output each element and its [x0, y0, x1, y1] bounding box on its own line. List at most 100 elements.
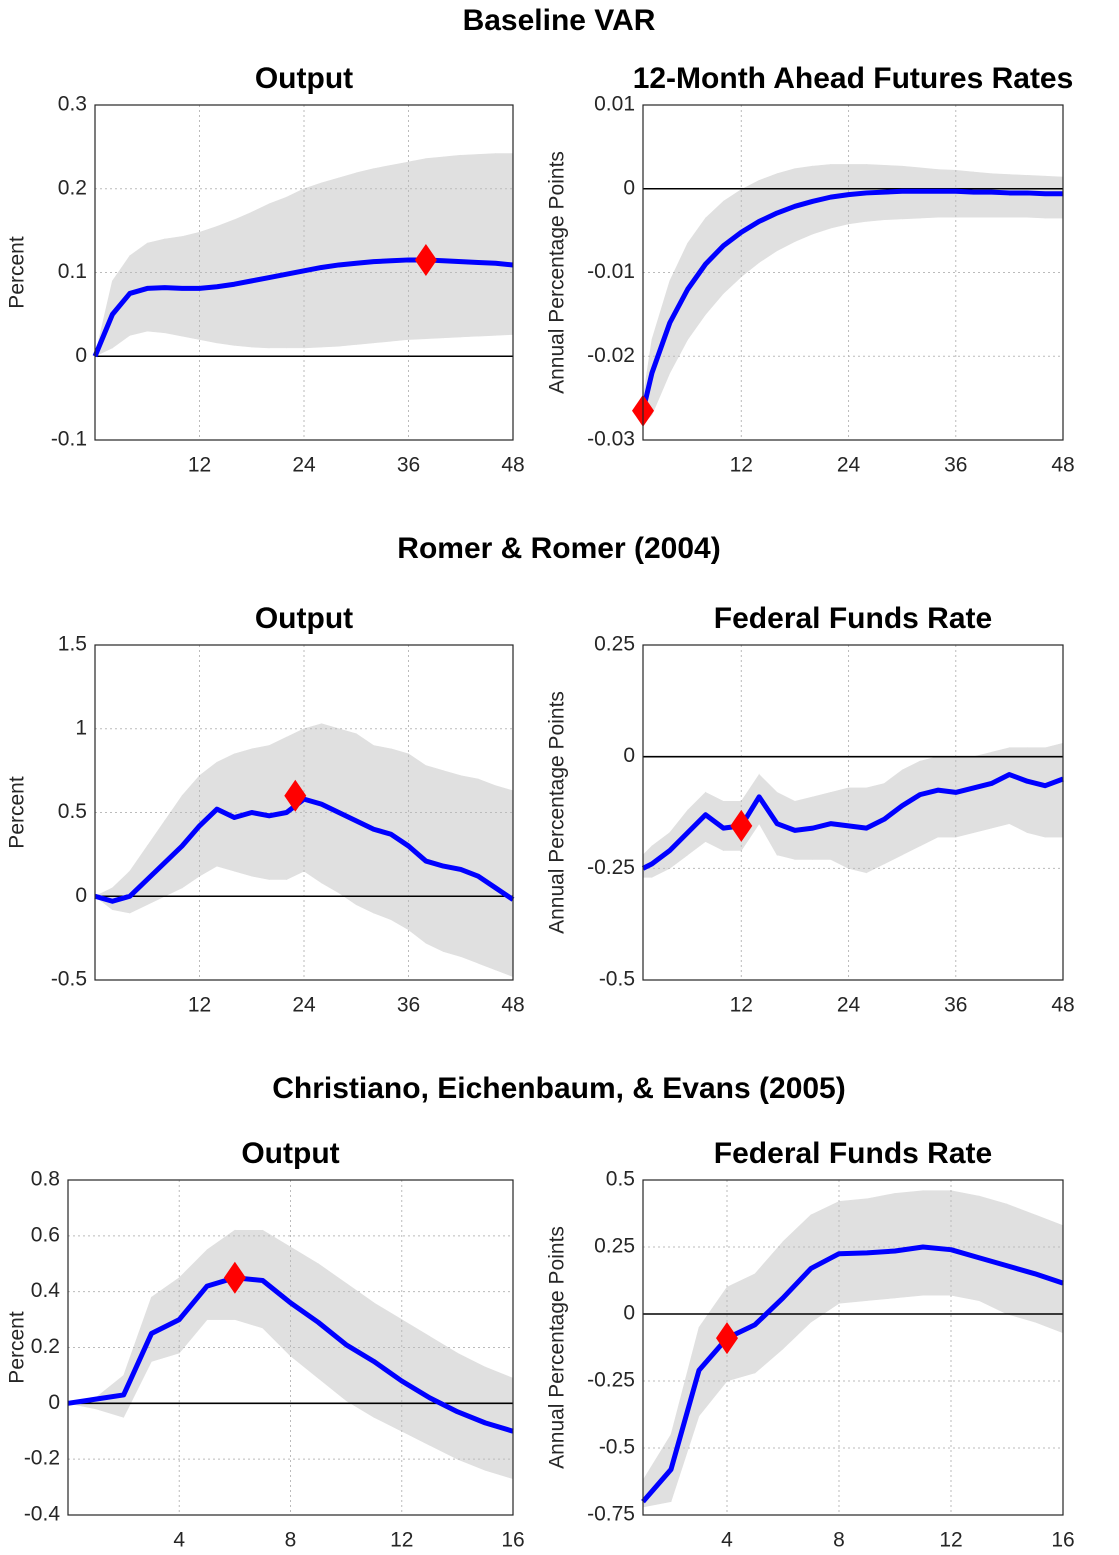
y-axis-label: Percent	[6, 1311, 29, 1384]
response-line	[92, 257, 514, 358]
confidence-band	[123, 1297, 152, 1418]
response-line	[94, 796, 515, 904]
confidence-band	[1006, 1203, 1036, 1323]
confidence-band	[477, 153, 496, 337]
confidence-band	[443, 154, 462, 339]
x-tick-label: 12	[188, 994, 211, 1017]
y-tick-label: 1.5	[58, 633, 87, 656]
confidence-band	[973, 171, 992, 218]
y-tick-label: 0.25	[594, 1235, 635, 1258]
x-tick-label: 36	[944, 454, 967, 477]
panel: 12-Month Ahead Futures Rates Annual Perce…	[546, 62, 1075, 477]
y-tick-label: -0.03	[587, 428, 635, 451]
axes-frame	[94, 644, 514, 981]
x-tick-label: 48	[501, 994, 524, 1017]
y-tick-label: -0.25	[587, 1369, 635, 1392]
x-tick-label: 8	[833, 1529, 845, 1552]
confidence-band	[848, 787, 867, 874]
x-tick-label: 8	[285, 1529, 297, 1552]
x-tick-label: 24	[292, 454, 316, 477]
y-tick-label: -0.01	[587, 260, 635, 283]
y-tick-label: -0.4	[24, 1503, 61, 1526]
confidence-band	[425, 765, 444, 953]
panel-title: 12-Month Ahead Futures Rates	[633, 62, 1074, 95]
confidence-band	[866, 1193, 896, 1301]
confidence-band	[1009, 174, 1028, 218]
confidence-band	[338, 172, 357, 347]
y-tick-label: 0.4	[31, 1279, 61, 1302]
y-tick-label: 0	[623, 176, 635, 199]
y-tick-label: -0.1	[51, 428, 87, 451]
panel: Federal Funds Rate Annual Percentage Poin…	[546, 602, 1075, 1017]
confidence-band	[955, 756, 974, 838]
confidence-band	[901, 760, 921, 856]
y-tick-label: 0.25	[594, 633, 635, 656]
confidence-band	[477, 778, 496, 971]
y-tick-label: 0.1	[58, 260, 87, 283]
y-axis-label: Annual Percentage Points	[546, 151, 569, 394]
confidence-band	[321, 177, 340, 348]
y-tick-label: -0.5	[599, 1436, 635, 1459]
y-tick-label: 0.2	[31, 1335, 60, 1358]
response-line	[640, 188, 1063, 412]
axes-frame	[642, 1179, 1064, 1516]
x-tick-label: 48	[501, 454, 524, 477]
panel-title: Output	[241, 1137, 339, 1170]
y-tick-label: -0.2	[24, 1447, 60, 1470]
x-tick-label: 12	[188, 454, 211, 477]
x-tick-label: 12	[390, 1529, 413, 1552]
peak-marker	[414, 243, 437, 276]
confidence-band	[286, 188, 305, 349]
confidence-band	[1026, 175, 1046, 219]
x-tick-label: 4	[721, 1529, 733, 1552]
panel-title: Output	[255, 602, 353, 635]
confidence-band	[268, 736, 287, 880]
confidence-band	[460, 154, 479, 338]
axes-frame	[642, 644, 1064, 981]
x-tick-label: 16	[1051, 1529, 1074, 1552]
x-tick-label: 16	[501, 1529, 524, 1552]
y-tick-label: 0.6	[31, 1223, 60, 1246]
axes-frame	[67, 1179, 514, 1516]
confidence-band	[754, 1240, 784, 1374]
x-tick-label: 12	[730, 454, 753, 477]
y-tick-label: -0.5	[51, 968, 87, 991]
y-tick-label: 0.5	[606, 1168, 635, 1191]
confidence-band	[303, 182, 322, 349]
axes-frame	[94, 104, 514, 441]
y-tick-label: 0	[75, 344, 87, 367]
confidence-band	[922, 1190, 952, 1296]
y-tick-label: 0.8	[31, 1168, 60, 1191]
confidence-band	[937, 756, 957, 838]
y-tick-label: 1	[75, 716, 87, 739]
confidence-band	[991, 173, 1010, 218]
x-tick-label: 36	[397, 454, 420, 477]
confidence-band	[355, 168, 374, 345]
confidence-band	[1026, 747, 1046, 838]
response-line	[641, 772, 1064, 871]
panel: Federal Funds Rate Annual Percentage Poin…	[546, 1137, 1075, 1552]
x-tick-label: 12	[939, 1529, 962, 1552]
y-tick-label: -0.25	[587, 856, 635, 879]
confidence-band	[978, 1195, 1008, 1315]
confidence-band	[373, 164, 392, 344]
confidence-band	[1044, 175, 1064, 219]
section-title: Romer & Romer (2004)	[397, 532, 720, 565]
peak-marker	[284, 779, 307, 812]
x-tick-label: 12	[730, 994, 753, 1017]
confidence-band	[443, 770, 462, 957]
x-tick-label: 48	[1051, 994, 1074, 1017]
y-axis-label: Annual Percentage Points	[546, 1226, 569, 1469]
y-tick-label: -0.5	[599, 968, 635, 991]
confidence-band	[950, 1190, 980, 1301]
confidence-band	[495, 153, 514, 336]
confidence-band	[181, 231, 200, 340]
y-axis-label: Annual Percentage Points	[546, 691, 569, 934]
y-tick-label: 0	[75, 884, 87, 907]
panel: Output Percent -0.4 -0.2 0 0.2 0.4 0.6 0.8 4 8 12 16	[6, 1137, 525, 1552]
panel: Output Percent -0.5 0 0.5 1 1.5 12 24 36 48	[6, 602, 525, 1017]
section-title: Baseline VAR	[463, 4, 656, 37]
confidence-band	[919, 756, 939, 847]
